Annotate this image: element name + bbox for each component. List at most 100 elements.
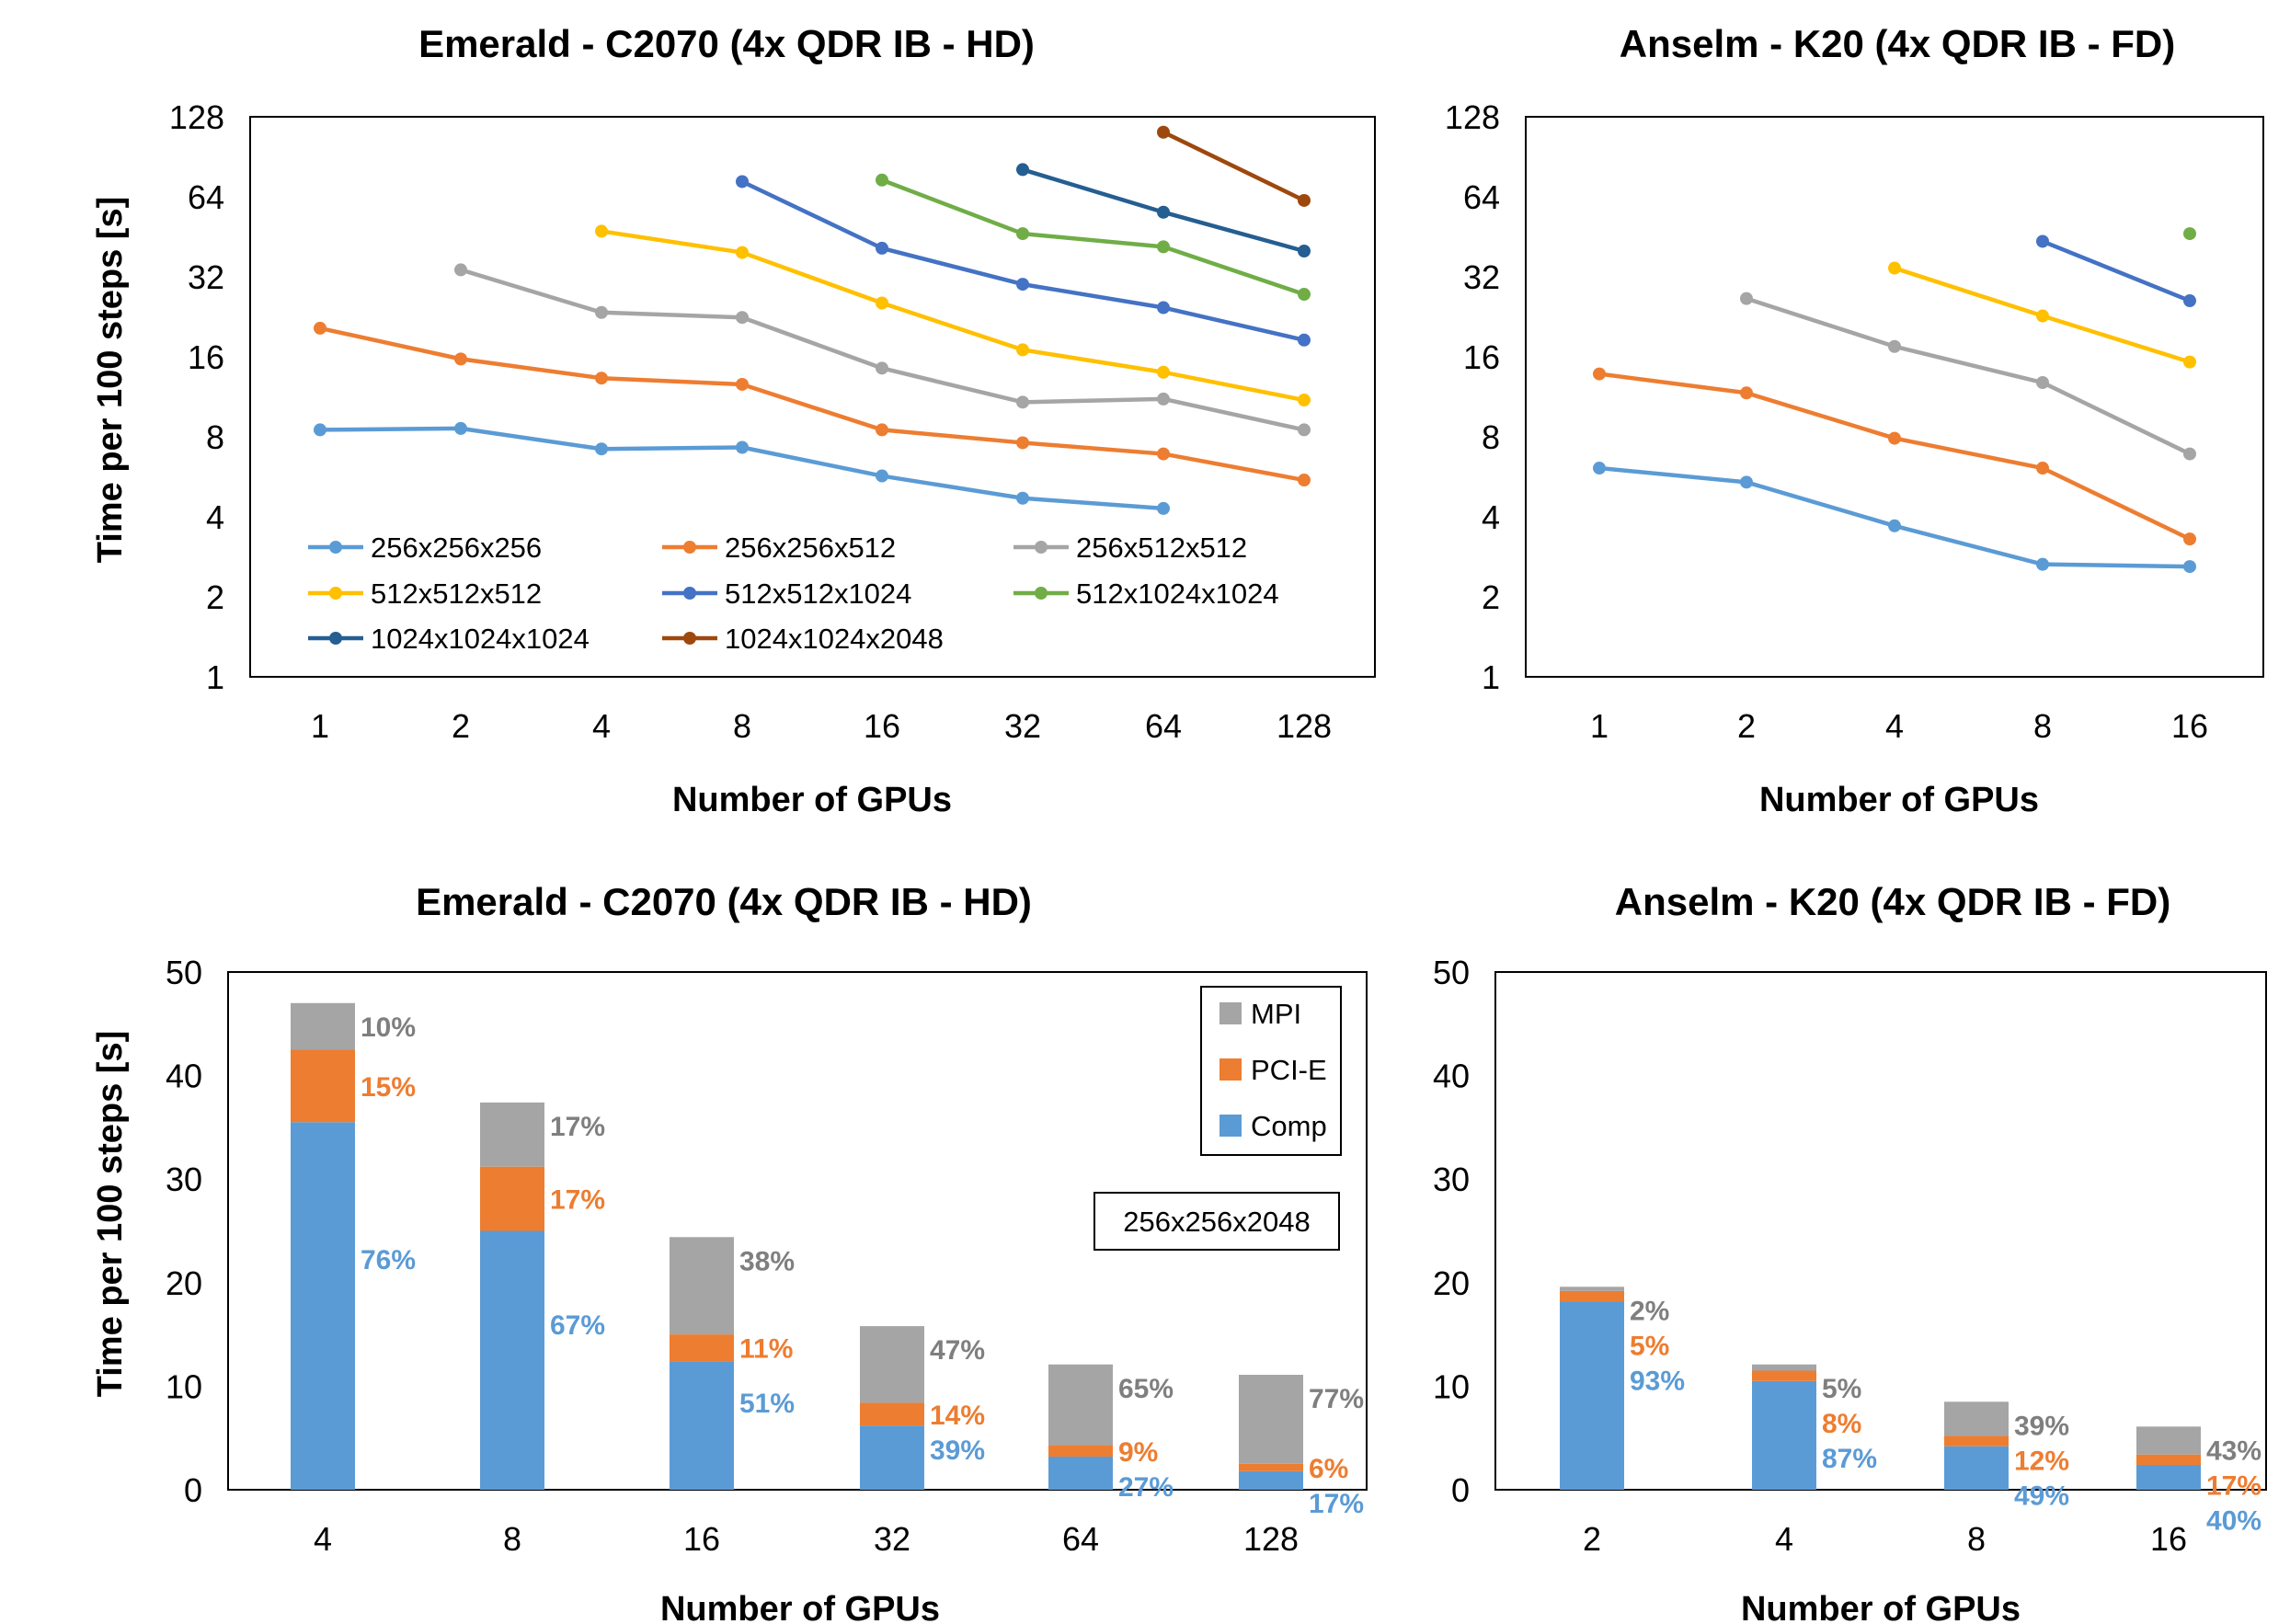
bar-segment-comp (670, 1361, 734, 1490)
legend-swatch-marker (329, 587, 342, 600)
bar-segment-pcie (2136, 1454, 2201, 1465)
data-point (2183, 532, 2196, 546)
legend: MPI PCI-E Comp (1200, 986, 1342, 1156)
legend-item: 256x512x512 (1013, 532, 1247, 564)
data-point (1888, 261, 1901, 275)
data-point (876, 423, 888, 437)
pct-label-mpi: 77% (1309, 1384, 1364, 1414)
data-point (1016, 395, 1029, 409)
bar-stack-16: 40% 17% 43% (2136, 1426, 2261, 1536)
series-group (314, 125, 1311, 515)
legend-swatch-marker (683, 632, 696, 645)
data-point (595, 224, 608, 238)
x-tick-label: 1 (311, 707, 329, 745)
x-tick-label: 16 (864, 707, 900, 745)
legend-swatch-marker (329, 541, 342, 554)
series-line-2 (1593, 367, 2196, 546)
bar-segment-mpi (860, 1326, 924, 1403)
bar-segment-comp (1239, 1470, 1303, 1490)
y-tick-label: 1 (206, 658, 224, 696)
series-256x256x512 (314, 321, 1311, 487)
legend-swatch (1219, 1058, 1242, 1081)
bar-segment-pcie (1560, 1290, 1624, 1302)
data-point (736, 311, 749, 325)
bar-segment-mpi (1944, 1401, 2009, 1436)
y-tick-label: 50 (1433, 954, 1470, 991)
data-point (1740, 292, 1753, 305)
series-line (1598, 372, 2191, 542)
legend-swatch (1219, 1002, 1242, 1024)
data-point (1016, 163, 1029, 177)
data-point (736, 175, 749, 189)
legend-item: Comp (1219, 1110, 1327, 1142)
data-point (1016, 227, 1029, 241)
x-axis-label: Number of GPUs (1759, 781, 2039, 819)
bar-segment-pcie (1752, 1370, 1816, 1381)
y-tick-label: 20 (166, 1264, 202, 1302)
bar-segment-mpi (1752, 1364, 1816, 1371)
bar-stack-2: 93% 5% 2% (1560, 1287, 1685, 1490)
data-point (2036, 557, 2049, 571)
bar-segment-comp (860, 1425, 924, 1490)
pct-label-mpi: 43% (2206, 1435, 2261, 1466)
series-line (1598, 465, 2191, 569)
y-tick-label: 32 (188, 258, 224, 296)
series-256x256x256 (314, 421, 1170, 515)
legend-label: 512x512x1024 (725, 578, 911, 610)
pct-label-pcie: 17% (550, 1185, 605, 1216)
y-tick-label: 0 (1451, 1471, 1470, 1509)
data-point (1888, 431, 1901, 445)
data-point (736, 246, 749, 259)
legend-swatch-marker (683, 541, 696, 554)
x-axis-label: Number of GPUs (660, 1590, 940, 1624)
data-point (1157, 501, 1170, 515)
legend-swatch-marker (683, 587, 696, 600)
x-tick-label: 4 (1885, 707, 1904, 745)
y-tick-label: 10 (166, 1367, 202, 1405)
plot-area (1525, 116, 2264, 678)
bar-segment-pcie (670, 1334, 734, 1362)
panel-anselm-line: Anselm - K20 (4x QDR IB - FD) Number of … (1445, 22, 2264, 819)
plot-area (1494, 971, 2267, 1491)
data-point (2183, 560, 2196, 574)
data-point (1298, 288, 1311, 302)
bar-stack-64: 27% 9% 65% (1048, 1364, 1174, 1503)
data-point (876, 469, 888, 483)
data-point (1740, 475, 1753, 489)
data-point (454, 352, 467, 366)
data-point (736, 440, 749, 454)
bar-segment-comp (1048, 1456, 1113, 1490)
x-tick-label: 8 (1967, 1520, 1986, 1558)
data-point (1157, 125, 1170, 139)
pct-label-pcie: 8% (1822, 1409, 1861, 1439)
pct-label-mpi: 38% (739, 1246, 795, 1276)
legend-item: MPI (1219, 998, 1301, 1030)
data-point (1016, 343, 1029, 357)
legend-label: 512x1024x1024 (1076, 578, 1279, 610)
pct-label-mpi: 39% (2014, 1411, 2069, 1441)
bar-segment-pcie (1048, 1445, 1113, 1457)
y-tick-label: 0 (184, 1471, 202, 1509)
series-512x512x512 (595, 224, 1311, 407)
x-tick-label: 128 (1277, 707, 1332, 745)
pct-label-comp: 17% (1309, 1489, 1364, 1519)
legend-swatch-marker (329, 632, 342, 645)
bar-segment-comp (2136, 1464, 2201, 1490)
x-tick-label: 8 (733, 707, 751, 745)
legend-label: 1024x1024x1024 (371, 623, 590, 655)
series-line-3 (1740, 292, 2196, 461)
x-tick-label: 2 (1583, 1520, 1601, 1558)
bars-group: 93% 5% 2% 87% 8% 5% 49% 12% 39% 40% 17% 43% (1560, 1287, 2261, 1536)
legend-item: 256x256x512 (662, 532, 896, 564)
y-tick-label: 30 (1433, 1161, 1470, 1198)
x-tick-label: 2 (452, 707, 470, 745)
data-point (1157, 392, 1170, 406)
bar-segment-mpi (1560, 1287, 1624, 1291)
series-line (319, 326, 1305, 483)
pct-label-mpi: 5% (1822, 1374, 1861, 1404)
data-point (2036, 234, 2049, 248)
pct-label-pcie: 11% (739, 1334, 793, 1365)
data-point (1593, 367, 1606, 381)
data-point (2183, 227, 2196, 241)
